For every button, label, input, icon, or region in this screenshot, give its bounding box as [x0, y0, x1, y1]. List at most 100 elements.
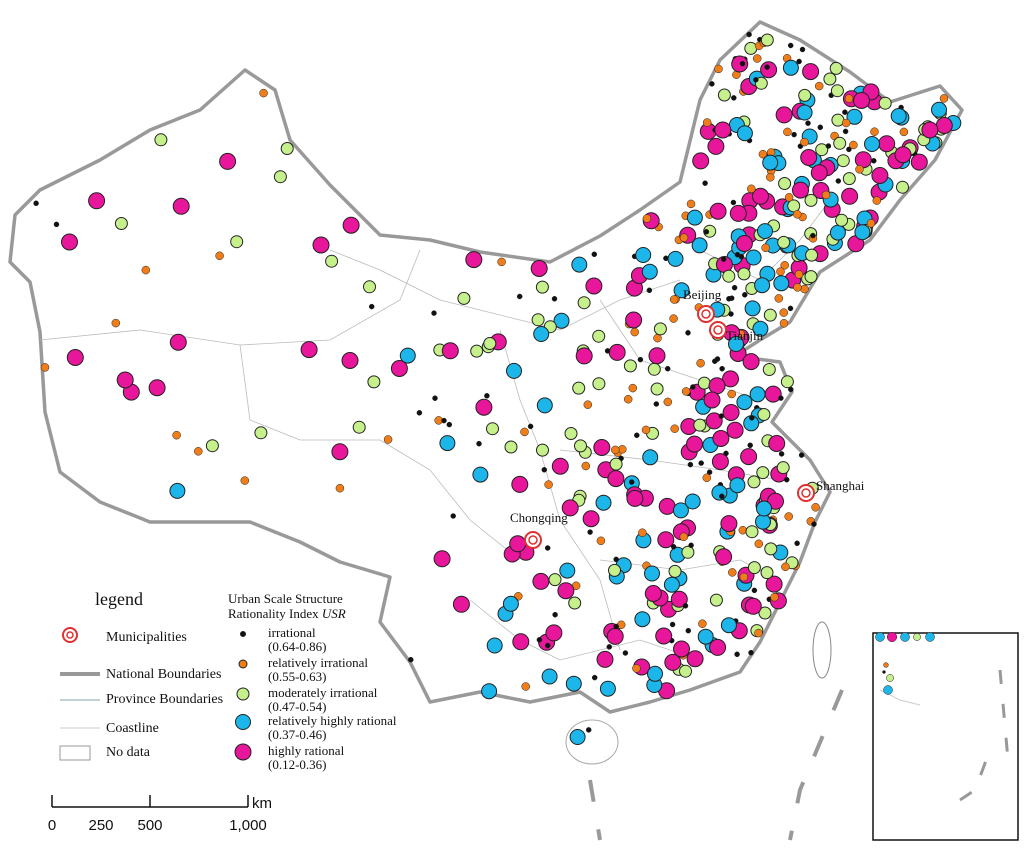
city-point: [582, 510, 600, 528]
city-point: [726, 421, 744, 439]
city-point: [622, 650, 629, 656]
city-point: [148, 379, 166, 397]
city-point: [719, 493, 725, 500]
city-point: [817, 124, 824, 131]
city-point: [779, 319, 789, 328]
city-point: [882, 670, 886, 674]
city-point: [799, 46, 806, 53]
city-point: [792, 181, 809, 199]
city-point: [744, 597, 762, 615]
city-point: [798, 452, 805, 458]
city-point: [800, 284, 809, 294]
city-point: [644, 585, 662, 602]
city-point: [846, 108, 863, 125]
city-point: [761, 243, 770, 253]
city-point: [805, 120, 811, 126]
city-point: [571, 256, 588, 273]
city-point: [626, 489, 644, 507]
city-point: [864, 136, 880, 152]
city-point: [533, 326, 550, 342]
city-point: [653, 322, 667, 336]
city-point: [169, 333, 187, 351]
city-point: [767, 492, 784, 510]
city-point: [740, 448, 758, 466]
city-point: [682, 603, 689, 609]
city-point: [842, 172, 856, 186]
city-point: [780, 261, 789, 270]
city-point: [531, 313, 545, 327]
city-point: [670, 544, 677, 550]
city-point: [718, 413, 725, 419]
city-point: [764, 64, 770, 70]
city-point: [866, 219, 876, 228]
city-point: [760, 566, 774, 580]
city-point: [830, 84, 844, 98]
legend: legend Municipalities National Boundarie…: [59, 589, 397, 772]
city-point: [470, 344, 484, 358]
class-label: relatively highly rational: [268, 713, 397, 728]
city-point: [715, 548, 733, 566]
city-point: [773, 275, 790, 292]
municipality-icon: [62, 627, 78, 643]
city-point: [798, 88, 812, 102]
city-point: [457, 291, 471, 305]
city-point: [66, 349, 84, 366]
city-point: [846, 146, 852, 153]
city-point: [439, 435, 456, 452]
scale-label: 0: [48, 817, 56, 834]
usr-title: Urban Scale Structure: [228, 591, 343, 606]
city-point: [655, 627, 673, 645]
city-point: [886, 631, 898, 643]
city-point: [536, 397, 553, 414]
city-point: [794, 540, 800, 547]
city-point: [476, 440, 482, 447]
city-point: [441, 417, 447, 424]
city-point: [783, 127, 792, 137]
city-point: [611, 445, 620, 455]
city-point: [842, 128, 849, 135]
city-point: [711, 453, 729, 471]
city-point: [681, 387, 691, 396]
city-point: [587, 529, 593, 535]
city-point: [591, 251, 598, 258]
city-point: [688, 542, 694, 549]
city-point: [833, 136, 847, 150]
city-point: [878, 96, 892, 110]
city-point: [606, 644, 613, 650]
city-point: [623, 394, 633, 404]
class-range: (0.47-0.54): [268, 699, 327, 714]
class-label: relatively irrational: [268, 655, 368, 670]
city-point: [559, 562, 576, 579]
city-point: [815, 143, 829, 157]
class-label: irrational: [268, 625, 316, 640]
city-point: [777, 235, 791, 249]
city-point: [702, 180, 708, 186]
city-point: [574, 439, 587, 453]
city-point: [521, 682, 530, 691]
city-point: [663, 576, 680, 593]
legend-item: Coastline: [106, 721, 159, 736]
city-point: [939, 94, 949, 103]
city-point: [778, 177, 792, 190]
city-point: [194, 447, 203, 456]
city-point: [811, 503, 820, 512]
city-point: [728, 568, 737, 577]
city-point: [541, 668, 558, 685]
legend-symbol: [234, 743, 252, 761]
city-point: [548, 573, 562, 587]
legend-box: [59, 745, 91, 761]
city-point: [696, 358, 705, 368]
city-point: [553, 312, 570, 329]
city-point: [635, 247, 652, 263]
city-point: [561, 499, 579, 517]
city-point: [511, 475, 529, 493]
legend-symbol: [235, 714, 251, 730]
city-point: [544, 480, 553, 489]
city-point: [739, 572, 749, 582]
city-point: [663, 397, 673, 407]
city-point: [742, 292, 748, 298]
city-point: [569, 729, 586, 745]
city-point: [829, 61, 843, 75]
city-point: [886, 674, 894, 682]
city-point: [452, 595, 470, 613]
